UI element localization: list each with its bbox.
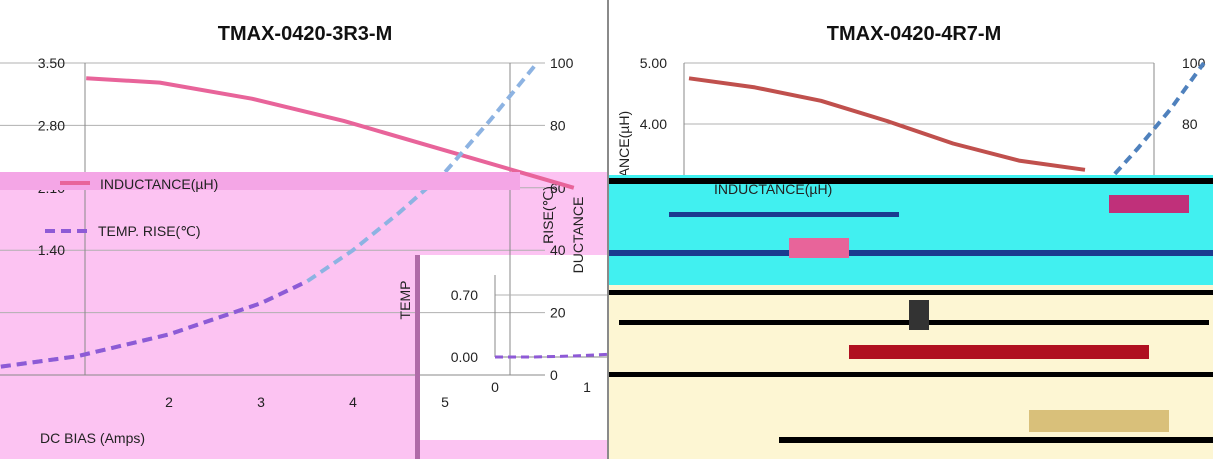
y-left-axis-label: DUCTANCE (570, 197, 586, 274)
series-line-inductance (688, 76, 1086, 172)
glitch-artifact (609, 178, 1213, 184)
y-left-tick-label: 1.40 (38, 242, 65, 258)
y-right-tick-label: 40 (550, 242, 566, 258)
inset-x-tick-label: 1 (583, 379, 591, 395)
legend-band (0, 172, 520, 190)
x-tick-label: 2 (165, 394, 173, 410)
y-right-tick-label: 0 (550, 367, 558, 383)
chart-title: TMAX-0420-4R7-M (827, 23, 1001, 45)
glitch-artifact (789, 238, 849, 258)
legend-label-inductance: INDUCTANCE(µH) (714, 181, 832, 197)
panel-divider (607, 0, 609, 459)
y-left-tick-label: 2.80 (38, 117, 65, 133)
y-right-axis-label-2: RISE(℃) (540, 186, 556, 244)
inset-y-tick-label: 0.70 (451, 287, 478, 303)
inset-y-tick-label: 0.00 (451, 349, 478, 365)
chart-title: TMAX-0420-3R3-M (218, 23, 392, 45)
y-right-tick-label: 80 (550, 117, 566, 133)
glitch-artifact (609, 250, 1213, 256)
y-right-tick-label: 20 (550, 305, 566, 321)
y-right-axis-label: TEMP (397, 281, 413, 320)
y-right-tick-label: 100 (550, 55, 574, 71)
glitch-artifact (1109, 195, 1189, 213)
chart-panel-4r7: TMAX-0420-4R7-M5.004.003.0010080INDUCTAN… (609, 0, 1213, 459)
chart-panel-3r3: TMAX-0420-3R3-M1008060402003.502.802.101… (0, 23, 608, 459)
glitch-artifact (609, 372, 1213, 377)
inset-border (415, 255, 420, 459)
series-line-temp-rise (0, 61, 539, 369)
inset-x-tick-label: 0 (491, 379, 499, 395)
glitch-artifact (779, 437, 1213, 443)
inset-series-line (495, 352, 608, 359)
chart-4r7-svg: TMAX-0420-4R7-M5.004.003.0010080INDUCTAN… (609, 23, 1213, 459)
glitch-artifact (669, 212, 899, 217)
glitch-artifact (609, 290, 1213, 295)
y-left-tick-label: 5.00 (640, 55, 667, 71)
y-left-tick-label: 3.50 (38, 55, 65, 71)
y-left-tick-label: 4.00 (640, 116, 667, 132)
glitch-artifact (909, 300, 929, 330)
y-right-tick-label: 80 (1182, 116, 1198, 132)
glitch-artifact (1029, 410, 1169, 432)
legend-label-inductance: INDUCTANCE(µH) (100, 176, 218, 192)
x-tick-label: 4 (349, 394, 357, 410)
x-tick-label: 3 (257, 394, 265, 410)
series-line-temp-rise (1103, 61, 1206, 187)
x-tick-label: 5 (441, 394, 449, 410)
panel-bg-lower-left (0, 255, 420, 459)
inset-bg (420, 255, 608, 440)
x-axis-label: DC BIAS (Amps) (40, 430, 145, 446)
series-line-inductance (86, 76, 575, 190)
glitch-artifact (849, 345, 1149, 359)
glitch-band-cyan (609, 175, 1213, 285)
legend-label-temp-rise: TEMP. RISE(℃) (98, 223, 201, 239)
chart-3r3-svg: TMAX-0420-3R3-M1008060402003.502.802.101… (0, 23, 608, 459)
